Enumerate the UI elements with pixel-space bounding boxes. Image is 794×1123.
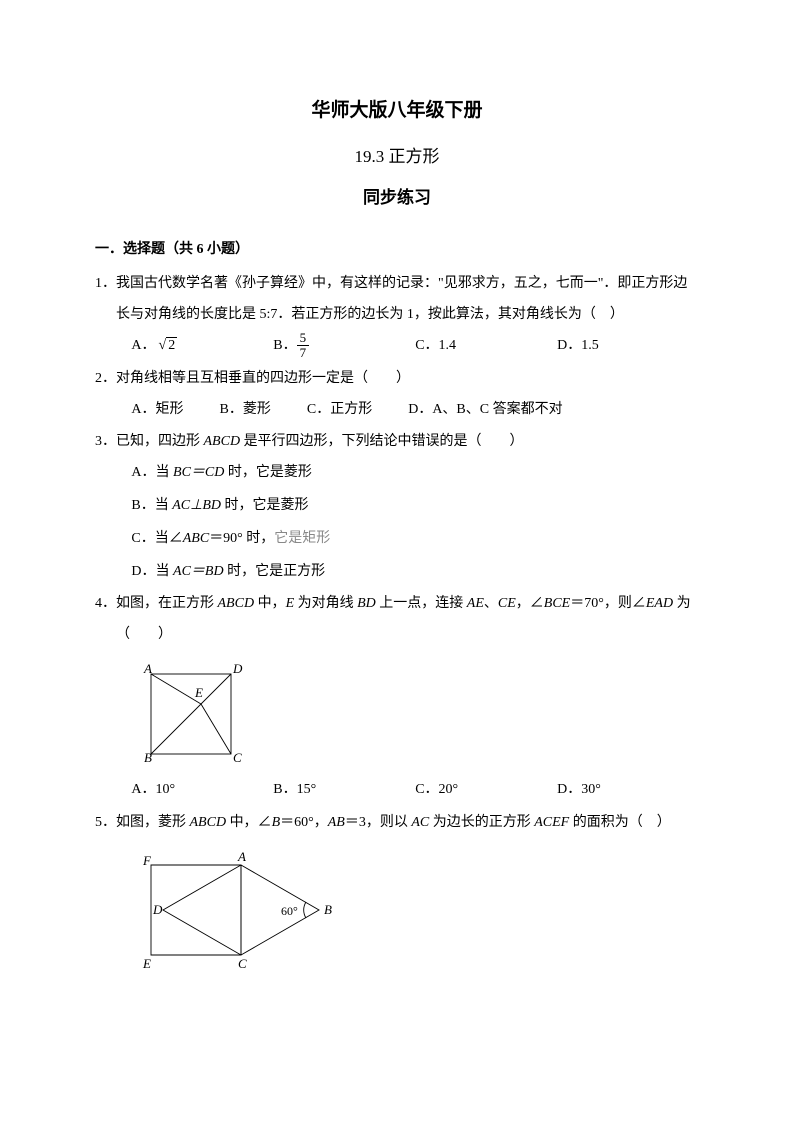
q3-b-post: 时，它是菱形	[221, 498, 309, 513]
q2-opt-d: D．A、B、C 答案都不对	[408, 395, 562, 426]
q5-label-a: A	[237, 849, 246, 864]
q1-b-den: 7	[297, 346, 310, 360]
q4-figure: A D B C E	[95, 659, 699, 769]
question-2: 2．对角线相等且互相垂直的四边形一定是（ ） A．矩形 B．菱形 C．正方形 D…	[95, 364, 699, 426]
q3-d-post: 时，它是正方形	[224, 564, 326, 579]
q3-c-post1: ＝90° 时，	[209, 531, 274, 546]
q3-b-var: AC⊥BD	[172, 498, 221, 513]
q1-options: A． 2 B．57 C．1.4 D．1.5	[95, 331, 699, 362]
q3-a-pre: A．当	[131, 465, 173, 480]
q4-label-d: D	[232, 661, 243, 676]
section-heading: 一．选择题（共 6 小题）	[95, 235, 699, 266]
q3-opt-a: A．当 BC＝CD 时，它是菱形	[95, 458, 699, 489]
q1-b-label: B．	[273, 338, 296, 353]
q4-opt-d: D．30°	[557, 775, 699, 806]
q5-ab: AB	[328, 815, 345, 830]
q3-pre: 3．已知，四边形	[95, 434, 204, 449]
q4-label-a: A	[143, 661, 152, 676]
q5-acef: ACEF	[534, 815, 569, 830]
q4-label-c: C	[233, 750, 242, 765]
q4-e: E	[286, 596, 295, 611]
q4-c1: 、	[484, 596, 498, 611]
question-5: 5．如图，菱形 ABCD 中，∠B＝60°，AB＝3，则以 AC 为边长的正方形…	[95, 808, 699, 977]
q4-label-e: E	[194, 685, 203, 700]
q4-tf: ＝70°，则∠	[570, 596, 646, 611]
title-line1: 华师大版八年级下册	[95, 90, 699, 132]
q4-ae: AE	[467, 596, 484, 611]
q4-ta: 4．如图，在正方形	[95, 596, 218, 611]
q2-text: 2．对角线相等且互相垂直的四边形一定是（ ）	[95, 364, 699, 395]
q5-label-d: D	[152, 902, 163, 917]
q5-tf: 的面积为（ ）	[569, 815, 671, 830]
q5-b: B	[272, 815, 281, 830]
q4-abcd: ABCD	[218, 596, 255, 611]
q5-ac: AC	[411, 815, 429, 830]
q4-tb: 中，	[254, 596, 286, 611]
question-1: 1．我国古代数学名著《孙子算经》中，有这样的记录："见邪求方，五之，七而一"．即…	[95, 269, 699, 361]
q5-label-c: C	[238, 956, 247, 971]
q5-tc: ＝60°，	[280, 815, 328, 830]
q5-te: 为边长的正方形	[429, 815, 534, 830]
q2-opt-b: B．菱形	[220, 395, 271, 426]
q3-c-var: ABC	[183, 531, 209, 546]
q1-b-num: 5	[297, 331, 310, 346]
title-line2: 19.3 正方形	[95, 138, 699, 175]
q4-label-b: B	[144, 750, 152, 765]
q1-opt-b: B．57	[273, 331, 415, 362]
question-4: 4．如图，在正方形 ABCD 中，E 为对角线 BD 上一点，连接 AE、CE，…	[95, 589, 699, 805]
q4-opt-a: A．10°	[131, 775, 273, 806]
q5-figure: A B C D E F 60°	[95, 847, 699, 977]
q2-opt-c: C．正方形	[307, 395, 372, 426]
q3-c-pre: C．当∠	[131, 531, 182, 546]
q4-diagram-icon: A D B C E	[131, 659, 261, 769]
q5-abcd: ABCD	[190, 815, 227, 830]
q4-options: A．10° B．15° C．20° D．30°	[95, 775, 699, 806]
q5-label-f: F	[142, 853, 152, 868]
q4-bd: BD	[357, 596, 376, 611]
q3-d-pre: D．当	[131, 564, 173, 579]
q5-ta: 5．如图，菱形	[95, 815, 190, 830]
q1-a-val: 2	[166, 337, 177, 353]
q1-opt-d: D．1.5	[557, 331, 699, 362]
fraction-icon: 57	[297, 331, 310, 361]
q4-te: ，∠	[516, 596, 544, 611]
q3-a-var: BC＝CD	[173, 465, 224, 480]
q4-bce: BCE	[544, 596, 570, 611]
q3-b-pre: B．当	[131, 498, 172, 513]
q4-ead: EAD	[646, 596, 673, 611]
q5-label-e: E	[142, 956, 151, 971]
question-3: 3．已知，四边形 ABCD 是平行四边形，下列结论中错误的是（ ） A．当 BC…	[95, 427, 699, 587]
q3-opt-c: C．当∠ABC＝90° 时，它是矩形	[95, 524, 699, 555]
q3-a-post: 时，它是菱形	[224, 465, 312, 480]
q4-td: 上一点，连接	[376, 596, 467, 611]
q3-d-var: AC＝BD	[173, 564, 224, 579]
q4-opt-b: B．15°	[273, 775, 415, 806]
q3-opt-d: D．当 AC＝BD 时，它是正方形	[95, 557, 699, 588]
q3-abcd: ABCD	[204, 434, 241, 449]
q5-tb: 中，∠	[226, 815, 272, 830]
q5-td: ＝3，则以	[345, 815, 412, 830]
q2-options: A．矩形 B．菱形 C．正方形 D．A、B、C 答案都不对	[95, 395, 699, 426]
q5-label-b: B	[324, 902, 332, 917]
q3-c-gray: 它是矩形	[274, 531, 330, 546]
q5-text: 5．如图，菱形 ABCD 中，∠B＝60°，AB＝3，则以 AC 为边长的正方形…	[95, 808, 699, 839]
q1-a-label: A．	[131, 338, 155, 353]
q1-text: 1．我国古代数学名著《孙子算经》中，有这样的记录："见邪求方，五之，七而一"．即…	[95, 269, 699, 331]
q3-text: 3．已知，四边形 ABCD 是平行四边形，下列结论中错误的是（ ）	[95, 427, 699, 458]
q4-tc: 为对角线	[294, 596, 357, 611]
q3-post: 是平行四边形，下列结论中错误的是（ ）	[240, 434, 524, 449]
q3-opt-b: B．当 AC⊥BD 时，它是菱形	[95, 491, 699, 522]
title-line3: 同步练习	[95, 179, 699, 216]
q4-text: 4．如图，在正方形 ABCD 中，E 为对角线 BD 上一点，连接 AE、CE，…	[95, 589, 699, 651]
q5-angle-label: 60°	[281, 904, 298, 918]
q1-opt-a: A． 2	[131, 331, 273, 362]
sqrt-icon: 2	[156, 331, 178, 362]
q4-opt-c: C．20°	[415, 775, 557, 806]
q2-opt-a: A．矩形	[131, 395, 183, 426]
q5-diagram-icon: A B C D E F 60°	[131, 847, 356, 977]
q4-ce: CE	[498, 596, 516, 611]
q1-opt-c: C．1.4	[415, 331, 557, 362]
